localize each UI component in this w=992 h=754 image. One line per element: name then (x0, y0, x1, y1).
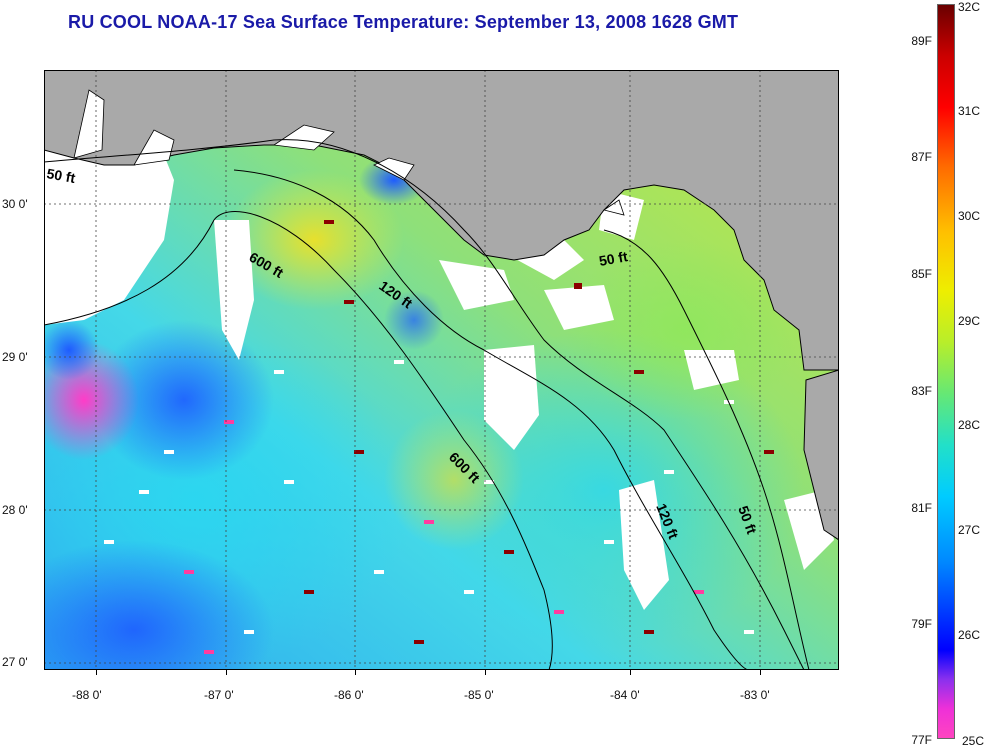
latitude-label: 30 0' (2, 197, 28, 211)
sst-field (44, 155, 804, 670)
latitude-label: 27 0' (2, 655, 28, 669)
graticule (44, 70, 839, 670)
contour-label-50ft-west: 50 ft (45, 165, 76, 186)
colorbar-celsius-label: 28C (958, 418, 981, 432)
longitude-label: -88 0' (72, 688, 102, 702)
latitude-label: 28 0' (2, 503, 28, 517)
colorbar-celsius-label: 29C (958, 314, 981, 328)
depth-contours (44, 139, 810, 670)
longitude-label: -87 0' (204, 688, 234, 702)
cloud-cover (44, 130, 834, 610)
sst-map: 50 ft 600 ft 120 ft 50 ft 600 ft 120 ft … (44, 70, 839, 670)
contour-label-50ft-east: 50 ft (598, 248, 629, 269)
colorbar-celsius-label: 32C (958, 0, 981, 14)
colorbar-fahrenheit-label: 79F (911, 617, 932, 631)
temperature-colorbar (937, 4, 955, 739)
colorbar-celsius-label: 31C (958, 104, 981, 118)
colorbar-fahrenheit-label: 77F (911, 733, 932, 747)
colorbar-fahrenheit-label: 87F (911, 150, 932, 164)
colorbar-celsius-label: 25C (962, 734, 985, 748)
map-frame (44, 70, 839, 670)
longitude-label: -85 0' (464, 688, 494, 702)
land-mass (44, 70, 839, 541)
colorbar-celsius-label: 26C (958, 628, 981, 642)
longitude-label: -84 0' (610, 688, 640, 702)
colorbar-celsius-label: 30C (958, 209, 981, 223)
longitude-label: -83 0' (740, 688, 770, 702)
colorbar-celsius-label: 27C (958, 523, 981, 537)
colorbar-fahrenheit-label: 89F (911, 34, 932, 48)
colorbar-fahrenheit-label: 81F (911, 501, 932, 515)
latitude-label: 29 0' (2, 350, 28, 364)
longitude-label: -86 0' (334, 688, 364, 702)
colorbar-fahrenheit-label: 85F (911, 267, 932, 281)
colorbar-fahrenheit-label: 83F (911, 384, 932, 398)
map-title: RU COOL NOAA-17 Sea Surface Temperature:… (68, 12, 739, 32)
